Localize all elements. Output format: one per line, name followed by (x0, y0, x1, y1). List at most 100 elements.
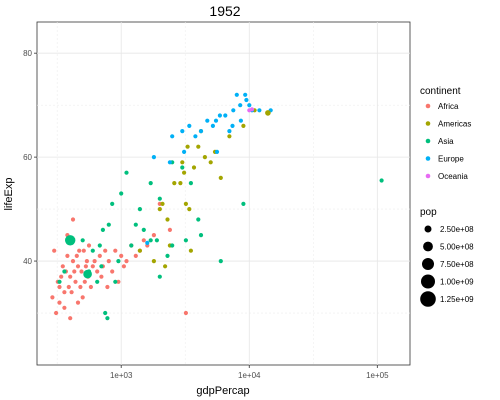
data-point (208, 160, 213, 165)
data-point (88, 284, 93, 290)
data-point (180, 129, 185, 134)
data-point (185, 144, 190, 149)
data-point (84, 259, 89, 264)
data-point (66, 284, 71, 290)
x-tick-label: 1e+04 (238, 371, 261, 380)
data-point (137, 248, 142, 253)
data-point (196, 144, 201, 149)
data-point (82, 279, 87, 284)
data-point (59, 274, 64, 279)
size-legend-key (421, 274, 435, 289)
data-point (133, 222, 138, 227)
data-point (97, 253, 102, 258)
grid-lines (37, 22, 410, 365)
data-point (191, 165, 197, 170)
data-point (106, 259, 111, 264)
x-tick-label: 1e+05 (366, 371, 389, 380)
data-point (119, 253, 124, 258)
data-point (182, 170, 187, 175)
data-point (243, 92, 248, 97)
data-point (167, 227, 172, 232)
data-point (188, 248, 193, 253)
data-point (227, 134, 232, 139)
data-point (73, 279, 78, 284)
data-point (74, 253, 79, 258)
data-point (97, 243, 102, 248)
data-point (60, 264, 65, 269)
data-point (198, 129, 204, 134)
data-point (113, 248, 118, 253)
data-point (70, 217, 76, 222)
data-point (105, 316, 110, 321)
data-point (180, 165, 185, 170)
data-point (187, 123, 192, 128)
y-tick-label: 40 (23, 257, 32, 266)
legend-label-oceania: Oceania (438, 172, 468, 181)
data-point (90, 264, 95, 269)
data-point (157, 274, 162, 279)
data-point (165, 217, 170, 222)
data-point (157, 196, 162, 201)
data-point (148, 238, 153, 243)
size-legend-title: pop (420, 207, 437, 218)
data-point (244, 97, 249, 103)
data-point (124, 259, 129, 264)
size-legend-key (420, 291, 436, 307)
data-point (183, 201, 188, 206)
data-point (121, 264, 126, 269)
data-point (92, 259, 97, 264)
data-point (50, 295, 55, 300)
color-legend: continent Africa Americas Asia Europe Oceani… (420, 86, 471, 181)
data-point (217, 113, 222, 118)
data-point (180, 160, 185, 165)
data-point (70, 259, 76, 264)
legend-key-oceania (425, 173, 431, 179)
data-points (50, 92, 384, 321)
data-point (193, 134, 198, 139)
color-legend-title: continent (420, 86, 461, 97)
data-point (141, 238, 146, 243)
x-axis-ticks: 1e+03 1e+04 1e+05 (110, 365, 389, 380)
data-point (183, 238, 188, 243)
data-point (52, 248, 57, 253)
size-legend-key (424, 225, 432, 233)
size-legend: pop 2.50e+08 5.00e+08 7.50e+08 1.00e+09 1.25… (420, 207, 474, 307)
y-axis-ticks: 40 60 80 (23, 49, 37, 266)
data-point (78, 284, 83, 290)
data-point (178, 181, 183, 186)
data-point (231, 108, 236, 113)
data-point (167, 160, 172, 165)
data-point (103, 310, 108, 316)
data-point (187, 207, 192, 212)
legend-label-africa: Africa (438, 102, 459, 111)
data-point (79, 269, 84, 274)
data-point (81, 248, 86, 253)
data-point (68, 316, 73, 321)
data-point (238, 103, 243, 108)
data-point (218, 259, 223, 264)
data-point (110, 269, 115, 274)
data-point (62, 305, 67, 310)
data-point (116, 259, 121, 264)
data-point (90, 248, 95, 253)
data-point (77, 248, 82, 253)
size-legend-label: 1.00e+09 (440, 278, 474, 287)
data-point (116, 279, 121, 284)
data-point (95, 279, 100, 284)
data-point (99, 264, 104, 269)
data-point (80, 295, 85, 300)
legend-key-asia (425, 138, 431, 144)
legend-key-europe (425, 156, 431, 161)
size-legend-label: 7.50e+08 (440, 260, 474, 269)
data-point (141, 227, 146, 232)
data-point-large (83, 269, 92, 279)
plot-panel (36, 21, 411, 366)
data-point (163, 264, 168, 269)
data-point (57, 284, 62, 290)
data-point (83, 264, 88, 269)
size-legend-label: 2.50e+08 (440, 225, 474, 234)
y-tick-label: 60 (23, 153, 32, 162)
data-point (68, 274, 73, 279)
data-point-large (65, 235, 76, 246)
data-point (145, 240, 150, 245)
